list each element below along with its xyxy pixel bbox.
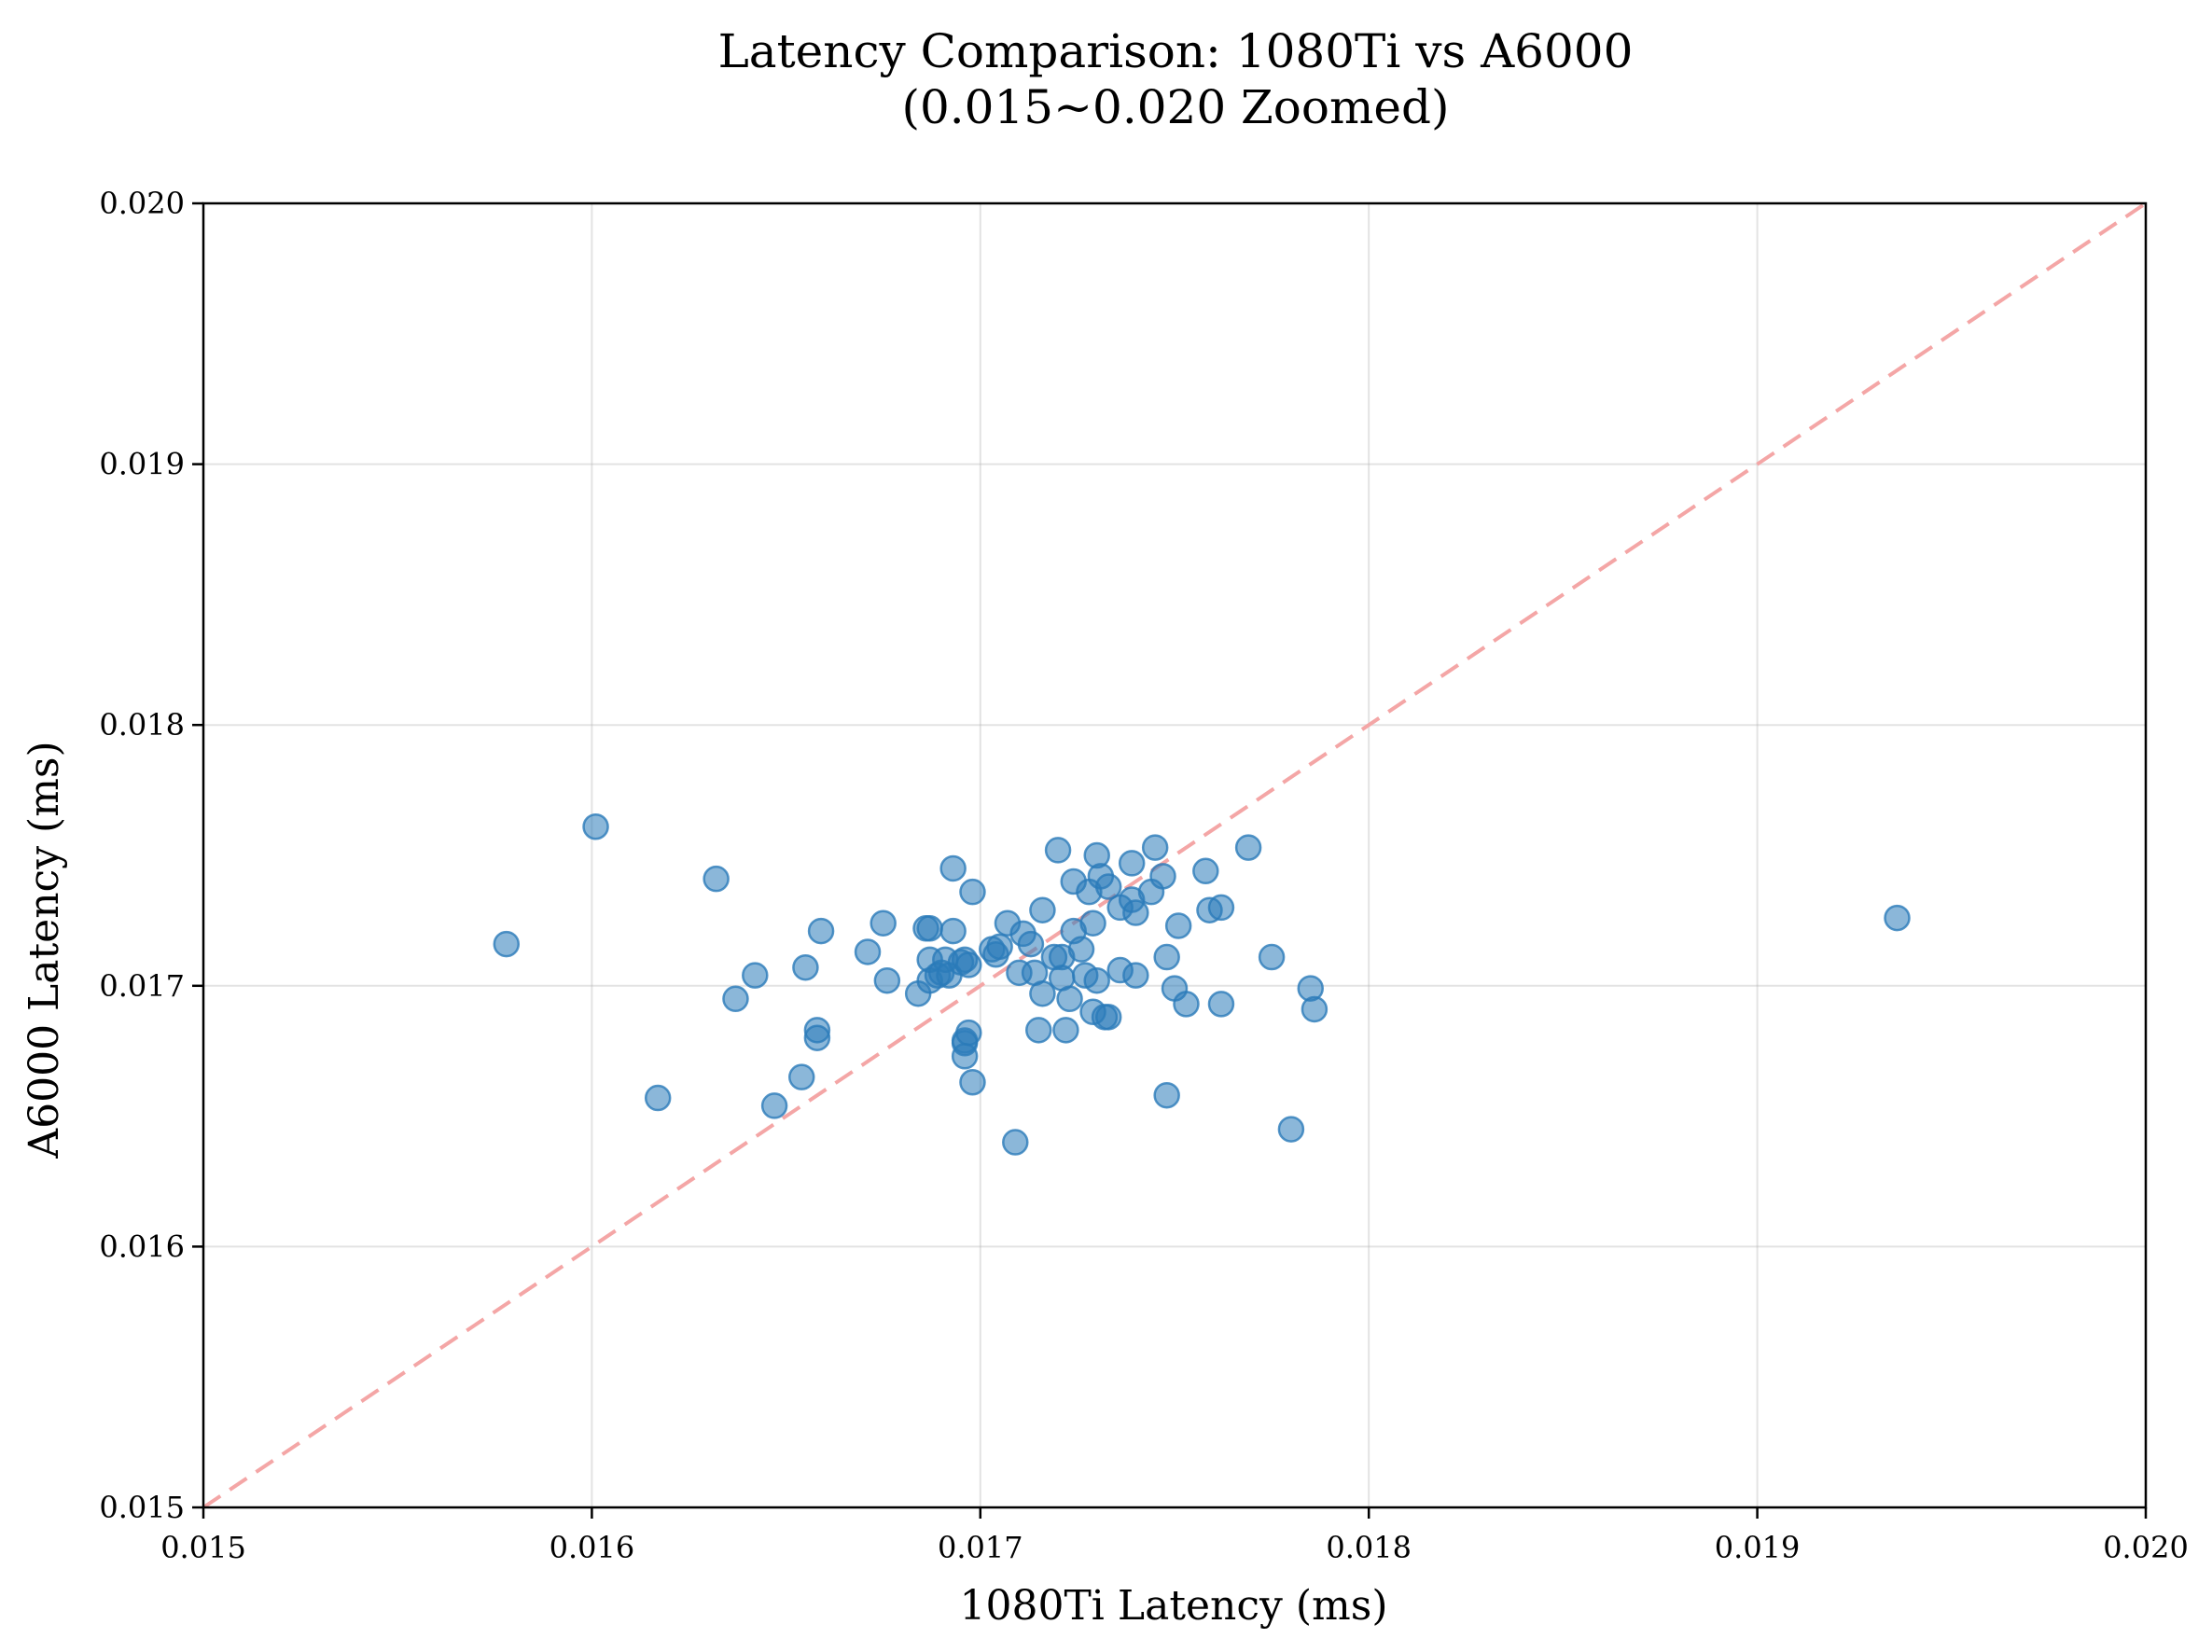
y-tick-label: 0.019 [99, 447, 185, 482]
reference-diagonal-line [202, 201, 2148, 1509]
data-point [493, 930, 521, 958]
x-tick-label: 0.015 [160, 1530, 246, 1565]
data-point [916, 915, 943, 942]
x-tick-label: 0.017 [938, 1530, 1023, 1565]
data-point [1056, 985, 1083, 1013]
data-point [1173, 991, 1200, 1018]
x-tick-label: 0.019 [1715, 1530, 1801, 1565]
data-point [1017, 930, 1045, 958]
data-point [1044, 837, 1072, 864]
x-tick-label: 0.020 [2103, 1530, 2189, 1565]
x-tick-label: 0.016 [550, 1530, 635, 1565]
data-point [703, 865, 730, 893]
data-point [788, 1063, 815, 1090]
data-point [959, 878, 986, 906]
axis-ticks: 0.015 0.016 0.017 0.018 0.019 0.020 0.015 0.016… [99, 186, 2188, 1565]
data-point [1094, 1004, 1122, 1031]
data-point [1122, 962, 1149, 989]
data-point [873, 966, 901, 994]
y-tick-label: 0.017 [99, 968, 185, 1004]
data-point [1083, 966, 1110, 994]
data-point [1002, 1129, 1029, 1156]
data-point [1025, 1017, 1052, 1044]
data-point [803, 1024, 831, 1051]
data-point [986, 933, 1013, 961]
data-point [644, 1084, 672, 1112]
data-points [493, 812, 1911, 1156]
data-point [1258, 943, 1286, 971]
data-point [959, 1069, 986, 1096]
data-point [869, 909, 897, 937]
y-tick-label: 0.015 [99, 1490, 185, 1525]
data-point [955, 1019, 982, 1047]
data-point [1029, 896, 1056, 923]
data-point [1277, 1116, 1305, 1143]
data-point [854, 938, 882, 965]
data-point [1029, 979, 1056, 1007]
x-tick-label: 0.018 [1326, 1530, 1412, 1565]
data-point [939, 917, 967, 945]
data-point [1207, 894, 1235, 922]
data-point [1153, 943, 1180, 971]
data-point [807, 917, 835, 945]
y-tick-label: 0.016 [99, 1229, 185, 1264]
data-point [955, 951, 982, 979]
data-point [1118, 850, 1146, 877]
y-tick-label: 0.020 [99, 186, 185, 221]
data-point [1122, 899, 1149, 926]
data-point [1094, 873, 1122, 900]
data-point [1234, 834, 1262, 861]
data-point [1079, 909, 1106, 937]
data-point [1149, 863, 1176, 890]
data-point [582, 812, 609, 840]
data-point [1141, 834, 1169, 861]
data-point [1052, 1017, 1079, 1044]
chart-title: Latency Comparison: 1080Ti vs A6000 [718, 24, 1634, 78]
data-point [1207, 991, 1235, 1018]
y-tick-label: 0.018 [99, 707, 185, 743]
data-point [792, 953, 819, 981]
chart-subtitle: (0.015~0.020 Zoomed) [901, 80, 1449, 134]
data-point [1301, 995, 1329, 1023]
data-point [760, 1092, 788, 1119]
data-point [722, 985, 749, 1013]
data-point [742, 962, 769, 989]
data-point [1164, 912, 1192, 939]
data-point [939, 854, 967, 882]
data-point [1192, 857, 1219, 885]
plot-frame [202, 201, 2148, 1509]
data-point [1884, 904, 1911, 932]
y-axis-label: A6000 Latency (ms) [21, 741, 68, 1159]
x-axis-label: 1080Ti Latency (ms) [959, 1582, 1387, 1630]
data-point [1153, 1081, 1180, 1109]
data-point [1067, 936, 1095, 963]
